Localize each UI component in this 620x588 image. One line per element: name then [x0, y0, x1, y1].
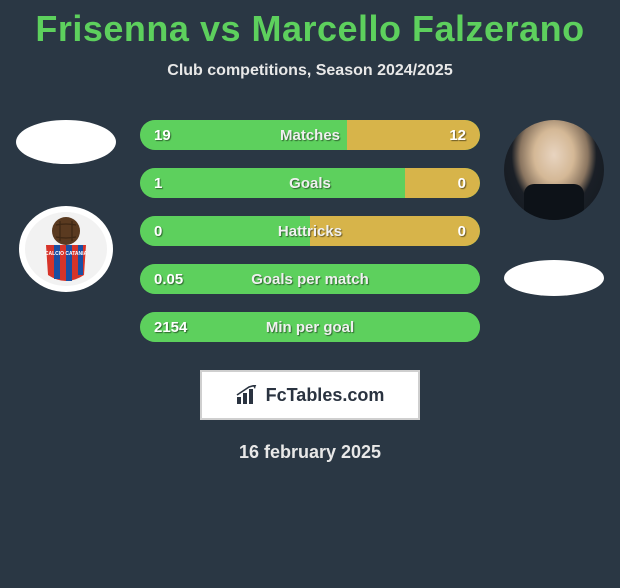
- svg-text:CALCIO CATANIA: CALCIO CATANIA: [45, 251, 88, 257]
- left-player-club-shield-icon: CALCIO CATANIA: [16, 204, 116, 294]
- right-player-club-placeholder: [504, 260, 604, 296]
- stat-row: 2154Min per goal: [140, 312, 480, 342]
- stat-label: Goals: [210, 175, 410, 192]
- stat-right-value: 0: [410, 175, 480, 192]
- stat-left-value: 19: [140, 127, 210, 144]
- stat-left-value: 0: [140, 223, 210, 240]
- right-player-avatar-photo: [504, 120, 604, 220]
- stat-row: 0.05Goals per match: [140, 264, 480, 294]
- card-title: Frisenna vs Marcello Falzerano: [0, 8, 620, 50]
- brand-text: FcTables.com: [266, 385, 385, 406]
- stat-right-value: 12: [410, 127, 480, 144]
- stat-left-value: 1: [140, 175, 210, 192]
- footer-date: 16 february 2025: [0, 442, 620, 463]
- brand-box[interactable]: FcTables.com: [200, 370, 420, 420]
- stat-row: 19Matches12: [140, 120, 480, 150]
- stat-right-value: 0: [410, 223, 480, 240]
- main-area: CALCIO CATANIA 19Matches121Goals00Hattri…: [0, 120, 620, 342]
- stat-label: Hattricks: [210, 223, 410, 240]
- left-player-column: CALCIO CATANIA: [16, 120, 126, 294]
- stat-label: Goals per match: [210, 271, 410, 288]
- stat-left-value: 0.05: [140, 271, 210, 288]
- bars-growing-icon: [236, 385, 260, 405]
- stat-row: 1Goals0: [140, 168, 480, 198]
- stats-comparison-card: Frisenna vs Marcello Falzerano Club comp…: [0, 8, 620, 463]
- stat-label: Min per goal: [210, 319, 410, 336]
- stat-row: 0Hattricks0: [140, 216, 480, 246]
- left-player-avatar-placeholder: [16, 120, 116, 164]
- stat-label: Matches: [210, 127, 410, 144]
- right-player-column: [494, 120, 604, 296]
- stat-left-value: 2154: [140, 319, 210, 336]
- card-subtitle: Club competitions, Season 2024/2025: [0, 62, 620, 80]
- stat-bars: 19Matches121Goals00Hattricks00.05Goals p…: [140, 120, 480, 342]
